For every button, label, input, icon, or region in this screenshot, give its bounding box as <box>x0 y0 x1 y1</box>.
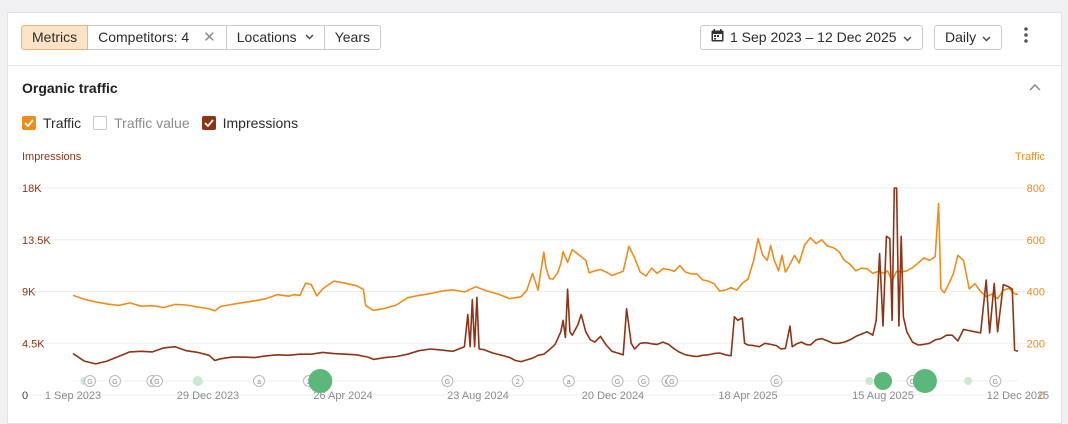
legend-traffic[interactable]: Traffic <box>22 115 81 131</box>
locations-dropdown[interactable]: Locations <box>226 25 325 50</box>
calendar-icon <box>711 26 724 49</box>
right-tick-label: 600 <box>1027 235 1045 247</box>
x-tick-label: 1 Sep 2023 <box>45 390 101 402</box>
legend-traffic-label: Traffic <box>43 115 82 131</box>
traffic-series-line <box>72 202 1019 312</box>
update-marker-icon <box>253 375 266 387</box>
update-marker-letter: a <box>567 379 571 386</box>
x-tick-label: 12 Dec 2025 <box>987 390 1049 402</box>
left-tick-label: 18K <box>22 183 42 195</box>
update-marker-letter: G <box>774 379 779 386</box>
right-tick-label: 800 <box>1027 183 1045 195</box>
section-title: Organic traffic <box>22 80 118 96</box>
x-tick-label: 26 Apr 2024 <box>313 390 372 402</box>
update-marker-letter: G <box>154 379 159 386</box>
legend-traffic-value-label: Traffic value <box>114 115 190 131</box>
update-marker-letter: G <box>993 379 998 386</box>
update-marker-icon <box>665 375 678 387</box>
close-icon[interactable]: ✕ <box>203 29 216 46</box>
update-marker-icon <box>108 375 121 387</box>
checkbox-unchecked-icon <box>93 116 108 130</box>
metrics-label: Metrics <box>32 29 78 45</box>
google-update-marker <box>308 369 333 393</box>
years-tab[interactable]: Years <box>324 25 381 50</box>
years-label: Years <box>334 29 370 45</box>
granularity-dropdown[interactable]: Daily <box>934 25 1003 50</box>
right-tick-label: 0 <box>1039 390 1045 402</box>
checkbox-checked-icon <box>201 116 216 130</box>
granularity-label: Daily <box>945 29 977 45</box>
update-marker-dot <box>964 377 973 385</box>
update-marker-letter: G <box>87 379 92 386</box>
locations-label: Locations <box>236 29 297 45</box>
left-axis-title: Impressions <box>22 151 82 163</box>
left-tick-label: 4.5K <box>22 338 45 350</box>
update-marker-icon <box>637 375 650 387</box>
right-tick-label: 200 <box>1027 338 1045 350</box>
update-marker-dot <box>865 377 874 385</box>
chevron-up-icon[interactable] <box>1028 79 1046 97</box>
legend-traffic-value[interactable]: Traffic value <box>93 115 190 131</box>
x-tick-label: 29 Dec 2023 <box>177 390 239 402</box>
date-range-picker[interactable]: 1 Sep 2023 – 12 Dec 2025 <box>700 25 923 50</box>
google-update-marker <box>874 372 892 390</box>
right-axis-title: Traffic <box>1015 151 1045 163</box>
chevron-down-icon <box>982 26 991 49</box>
legend-impressions[interactable]: Impressions <box>201 115 299 131</box>
legend-impressions-label: Impressions <box>222 115 299 131</box>
metrics-tab[interactable]: Metrics <box>21 25 89 50</box>
update-marker-icon <box>989 375 1002 387</box>
update-marker-letter: 2 <box>516 379 520 386</box>
more-options-icon[interactable] <box>1018 27 1034 49</box>
update-marker-icon <box>84 375 97 387</box>
update-marker-letter: G <box>669 379 674 386</box>
x-tick-label: 18 Apr 2025 <box>718 390 777 402</box>
traffic-chart[interactable]: Impressions Traffic 18K 13.5K 9K 4.5K 0 800 600 4… <box>8 13 1061 423</box>
update-marker-letter: a <box>257 379 261 386</box>
date-range-label: 1 Sep 2023 – 12 Dec 2025 <box>730 29 897 45</box>
update-marker-letter: G <box>445 379 450 386</box>
x-tick-label: 23 Aug 2024 <box>447 390 509 402</box>
chart-legend: Traffic Traffic value Impressions <box>22 115 298 131</box>
organic-traffic-card: Metrics Competitors: 4 ✕ Locations Years… <box>7 12 1062 424</box>
update-marker-icon <box>562 375 575 387</box>
left-tick-label: 0 <box>22 390 28 402</box>
impressions-series-line <box>72 187 1019 365</box>
x-tick-label: 15 Aug 2025 <box>852 390 914 402</box>
chevron-down-icon <box>305 26 314 49</box>
update-marker-letter: G <box>112 379 117 386</box>
left-tick-label: 13.5K <box>22 235 51 247</box>
update-marker-icon <box>770 375 783 387</box>
update-marker-dot <box>192 376 203 386</box>
update-marker-letter: G <box>615 379 620 386</box>
right-tick-label: 400 <box>1027 287 1045 299</box>
update-marker-icon <box>511 375 524 387</box>
update-marker-icon <box>441 375 454 387</box>
google-update-marker <box>912 369 937 393</box>
update-marker-letter: G <box>910 379 915 386</box>
chevron-down-icon <box>903 26 912 49</box>
view-tabs: Metrics Competitors: 4 ✕ Locations Years <box>21 25 381 50</box>
update-marker-letter: G <box>641 379 646 386</box>
toolbar: Metrics Competitors: 4 ✕ Locations Years… <box>8 13 1061 66</box>
checkbox-checked-icon <box>22 116 36 130</box>
competitors-button[interactable]: Competitors: 4 ✕ <box>88 25 227 50</box>
competitors-label: Competitors: 4 <box>98 29 190 45</box>
update-marker-icon <box>150 375 163 387</box>
x-tick-label: 20 Dec 2024 <box>582 390 644 402</box>
left-tick-label: 9K <box>22 287 36 299</box>
update-marker-icon <box>611 375 624 387</box>
